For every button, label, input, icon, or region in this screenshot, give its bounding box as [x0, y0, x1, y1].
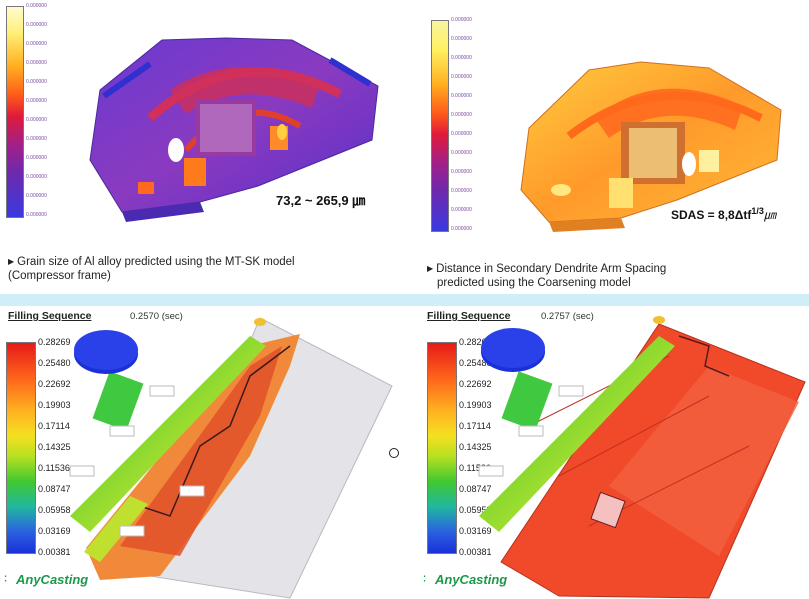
- compressor-frame-grain-render: [89, 37, 379, 222]
- filling-sequence-panel-right: Filling Sequence 0.2757 (sec) 0.28269 0.…: [409, 306, 809, 599]
- legend-value: 0.000000: [26, 212, 47, 218]
- legend-value: 0.000000: [451, 226, 472, 232]
- grain-size-panel: 0.000000 0.000000 0.000000 0.000000 0.00…: [0, 0, 400, 294]
- legend-value: 0.03169: [38, 526, 71, 536]
- legend-value: 0.14325: [38, 442, 71, 452]
- anycasting-logo-icon: ∶: [423, 572, 427, 586]
- legend-value: 0.00381: [459, 547, 492, 557]
- legend-value: 0.25480: [459, 358, 492, 368]
- legend-value: 0.22692: [459, 379, 492, 389]
- grain-size-colorbar: [6, 6, 24, 218]
- filling-sequence-title: Filling Sequence: [427, 310, 511, 322]
- legend-value: 0.08747: [459, 484, 492, 494]
- legend-value: 0.28269: [38, 337, 71, 347]
- legend-value: 0.000000: [451, 17, 472, 23]
- legend-value: 0.14325: [459, 442, 492, 452]
- legend-value: 0.000000: [26, 174, 47, 180]
- grain-size-range: 73,2 ~ 265,9 ㎛: [276, 193, 366, 208]
- filling-colorbar: [6, 342, 36, 554]
- caption-bullet-icon: ▶: [427, 264, 434, 273]
- sdas-colorbar: [431, 20, 449, 232]
- legend-value: 0.000000: [26, 136, 47, 142]
- filling-time: 0.2757 (sec): [541, 311, 594, 322]
- filling-legend: 0.28269 0.25480 0.22692 0.19903 0.17114 …: [38, 337, 98, 557]
- legend-value: 0.19903: [459, 400, 492, 410]
- grain-size-caption: ▶ Grain size of Al alloy predicted using …: [8, 256, 295, 282]
- legend-value: 0.05958: [459, 505, 492, 515]
- section-divider: [0, 294, 809, 306]
- legend-value: 0.000000: [26, 155, 47, 161]
- sdas-caption: ▶ Distance in Secondary Dendrite Arm Spac…: [427, 263, 667, 289]
- legend-value: 0.03169: [459, 526, 492, 536]
- casting-filling-render-left: [69, 317, 393, 599]
- legend-value: 0.000000: [26, 3, 47, 9]
- legend-value: 0.000000: [451, 112, 472, 118]
- legend-value: 0.000000: [451, 150, 472, 156]
- filling-sequence-panel-left: Filling Sequence 0.2570 (sec) 0.28269 0.…: [0, 306, 400, 599]
- anycasting-brand: AnyCasting: [16, 572, 89, 587]
- legend-value: 0.000000: [26, 60, 47, 66]
- legend-value: 0.000000: [451, 74, 472, 80]
- legend-value: 0.000000: [26, 117, 47, 123]
- legend-value: 0.000000: [451, 93, 472, 99]
- legend-value: 0.000000: [451, 131, 472, 137]
- legend-value: 0.08747: [38, 484, 71, 494]
- legend-value: 0.000000: [451, 188, 472, 194]
- caption-bullet-icon: ▶: [8, 257, 15, 266]
- legend-value: 0.00381: [38, 547, 71, 557]
- legend-value: 0.000000: [26, 79, 47, 85]
- sdas-formula: SDAS = 8,8Δtf1/3㎛: [671, 206, 776, 222]
- legend-value: 0.28269: [459, 337, 492, 347]
- legend-value: 0.11536: [459, 463, 491, 473]
- legend-value: 0.11536: [38, 463, 70, 473]
- filling-legend: 0.28269 0.25480 0.22692 0.19903 0.17114 …: [459, 337, 519, 557]
- legend-value: 0.17114: [38, 421, 70, 431]
- legend-value: 0.25480: [38, 358, 71, 368]
- legend-value: 0.000000: [26, 98, 47, 104]
- filling-colorbar: [427, 342, 457, 554]
- legend-value: 0.000000: [26, 22, 47, 28]
- filling-time: 0.2570 (sec): [130, 311, 183, 322]
- legend-value: 0.000000: [451, 55, 472, 61]
- grain-size-legend: 0.000000 0.000000 0.000000 0.000000 0.00…: [26, 3, 66, 218]
- center-marker-icon: [389, 448, 399, 458]
- filling-sequence-title: Filling Sequence: [8, 310, 92, 322]
- legend-value: 0.05958: [38, 505, 71, 515]
- legend-value: 0.000000: [451, 36, 472, 42]
- sdas-legend: 0.000000 0.000000 0.000000 0.000000 0.00…: [451, 17, 491, 232]
- casting-filling-render-right: [478, 316, 806, 599]
- legend-value: 0.17114: [459, 421, 491, 431]
- anycasting-brand: AnyCasting: [435, 572, 508, 587]
- compressor-frame-sdas-render: [520, 61, 782, 232]
- legend-value: 0.000000: [26, 193, 47, 199]
- legend-value: 0.000000: [26, 41, 47, 47]
- legend-value: 0.000000: [451, 207, 472, 213]
- sdas-panel: 0.000000 0.000000 0.000000 0.000000 0.00…: [409, 0, 809, 294]
- anycasting-logo-icon: ∶: [4, 572, 8, 586]
- legend-value: 0.000000: [451, 169, 472, 175]
- legend-value: 0.22692: [38, 379, 71, 389]
- legend-value: 0.19903: [38, 400, 71, 410]
